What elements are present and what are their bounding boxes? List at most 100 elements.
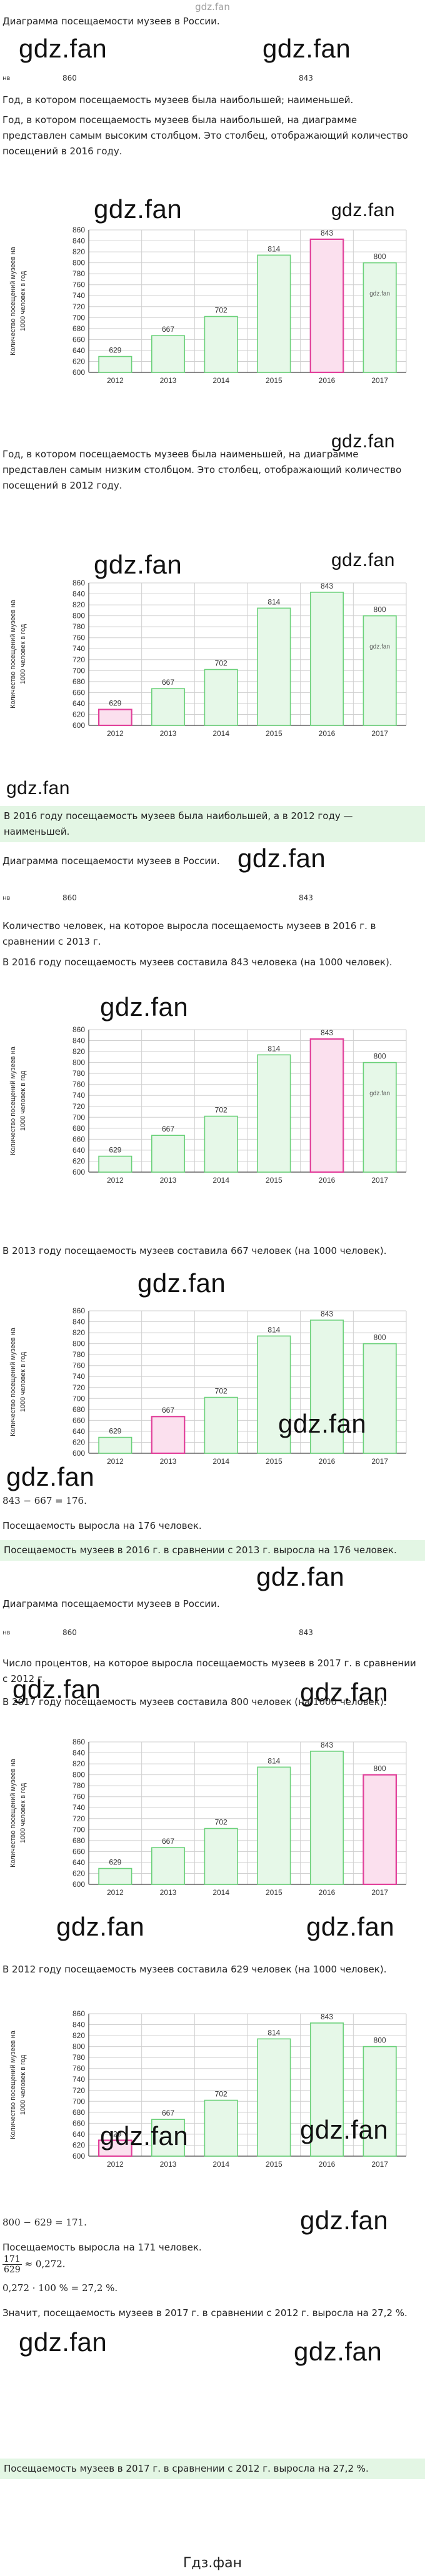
ruler-prefix: нв xyxy=(2,895,11,902)
y-tick-label: 700 xyxy=(72,1394,85,1403)
y-tick-label: 860 xyxy=(72,1025,85,1034)
bar-value-label: 667 xyxy=(162,325,174,334)
y-axis-label: Количество посещений музеев на 1000 челов… xyxy=(9,1046,27,1155)
bar xyxy=(204,669,238,726)
y-tick-label: 860 xyxy=(72,1306,85,1315)
y-axis-label: Количество посещений музеев на 1000 челов… xyxy=(9,246,27,356)
bar xyxy=(151,1135,186,1173)
y-tick-label: 720 xyxy=(72,1814,85,1823)
bar-value-label: 814 xyxy=(268,597,280,606)
y-tick-label: 780 xyxy=(72,2053,85,2062)
y-tick-label: 760 xyxy=(72,634,85,642)
bar-value-label: 843 xyxy=(321,1741,333,1749)
bar xyxy=(309,238,344,374)
bar xyxy=(98,2139,132,2157)
y-tick-label: 660 xyxy=(72,1135,85,1143)
bar-value-label: 667 xyxy=(162,1837,174,1846)
bar-value-label: 629 xyxy=(109,346,121,355)
watermark: gdz.fan xyxy=(300,2115,389,2144)
paragraph: В 2017 году посещаемость музеев составил… xyxy=(2,1696,387,1708)
y-tick-label: 680 xyxy=(72,677,85,686)
x-tick-label: 2017 xyxy=(371,376,388,385)
y-tick-label: 840 xyxy=(72,2021,85,2029)
fraction-numerator: 171 xyxy=(2,2254,22,2265)
bar-value-label: 629 xyxy=(109,699,121,708)
bar xyxy=(151,335,186,373)
x-tick-label: 2015 xyxy=(266,2160,282,2169)
y-tick-label: 820 xyxy=(72,600,85,609)
calculation: 800 − 629 = 171. xyxy=(2,2217,87,2228)
x-tick-label: 2013 xyxy=(160,729,177,738)
bar xyxy=(151,1847,186,1885)
bar xyxy=(204,1115,238,1173)
x-tick-label: 2014 xyxy=(212,729,229,738)
ruler-843: 843 xyxy=(299,893,313,902)
watermark: gdz.fan xyxy=(94,194,182,224)
y-tick-label: 780 xyxy=(72,1781,85,1790)
section-title: Диаграмма посещаемости музеев в России. xyxy=(2,1598,220,1609)
site-link[interactable]: gdz.fan xyxy=(195,1,230,12)
y-tick-label: 800 xyxy=(72,1058,85,1067)
paragraph: Количество человек, на которое выросла п… xyxy=(2,920,376,947)
y-tick-label: 700 xyxy=(72,666,85,675)
bar xyxy=(98,709,132,727)
x-tick-label: 2013 xyxy=(160,1888,177,1897)
bar xyxy=(257,607,291,726)
bar xyxy=(98,1867,132,1885)
y-tick-label: 800 xyxy=(72,1771,85,1779)
section-title: Диаграмма посещаемости музеев в России. xyxy=(2,16,220,27)
bar xyxy=(98,1155,132,1173)
bar-value-label: 814 xyxy=(268,1325,280,1334)
watermark: gdz.fan xyxy=(369,644,390,650)
bar-value-label: 800 xyxy=(374,605,386,614)
paragraph: Число процентов, на которое выросла посе… xyxy=(2,1658,416,1684)
y-tick-label: 600 xyxy=(72,2152,85,2161)
fraction-result: ≈ 0,272. xyxy=(24,2258,66,2270)
y-axis-label: Количество посещений музеев на 1000 челов… xyxy=(9,599,27,709)
ruler-860: 860 xyxy=(62,893,77,902)
bar xyxy=(362,1062,397,1173)
bar-chart: Количество посещений музеев на 1000 челов… xyxy=(9,2009,407,2169)
watermark: gdz.fan xyxy=(369,291,390,297)
y-tick-label: 600 xyxy=(72,1449,85,1458)
y-tick-label: 860 xyxy=(72,2009,85,2018)
bar-value-label: 800 xyxy=(374,1333,386,1342)
bar-value-label: 800 xyxy=(374,1052,386,1061)
x-tick-label: 2012 xyxy=(107,729,124,738)
x-tick-label: 2016 xyxy=(319,1176,336,1185)
ruler-860: 860 xyxy=(62,1628,77,1637)
y-tick-label: 760 xyxy=(72,281,85,289)
y-tick-label: 840 xyxy=(72,1318,85,1326)
x-tick-label: 2015 xyxy=(266,1176,282,1185)
y-tick-label: 800 xyxy=(72,612,85,620)
bar xyxy=(151,1416,186,1455)
y-tick-label: 820 xyxy=(72,1047,85,1056)
y-tick-label: 620 xyxy=(72,2141,85,2149)
watermark: gdz.fan xyxy=(278,1409,367,1438)
bar-chart: Количество посещений музеев на 1000 челов… xyxy=(9,1306,407,1466)
bar-value-label: 702 xyxy=(215,1818,228,1827)
y-tick-label: 740 xyxy=(72,2075,85,2084)
y-tick-label: 720 xyxy=(72,655,85,664)
fraction-calculation: 171 629 ≈ 0,272. xyxy=(2,2254,420,2275)
x-tick-label: 2016 xyxy=(319,729,336,738)
y-axis-label: Количество посещений музеев на 1000 челов… xyxy=(9,1758,27,1867)
y-tick-label: 660 xyxy=(72,2119,85,2127)
x-tick-label: 2013 xyxy=(160,1176,177,1185)
y-tick-label: 860 xyxy=(72,1738,85,1746)
bar-value-label: 702 xyxy=(215,1387,228,1396)
y-tick-label: 800 xyxy=(72,1340,85,1348)
x-tick-label: 2014 xyxy=(212,2160,229,2169)
x-tick-label: 2017 xyxy=(371,1888,388,1897)
bar xyxy=(309,592,344,726)
paragraph: Год, в котором посещаемость музеев была … xyxy=(2,94,354,106)
y-tick-label: 680 xyxy=(72,1124,85,1133)
bar xyxy=(98,356,132,373)
bar xyxy=(98,1436,132,1454)
paragraph: Значит, посещаемость музеев в 2017 г. в … xyxy=(2,2307,408,2319)
bar xyxy=(257,254,291,373)
bar-value-label: 814 xyxy=(268,1044,280,1053)
y-tick-label: 720 xyxy=(72,1383,85,1392)
watermark: gdz.fan xyxy=(300,1678,389,1707)
y-tick-label: 760 xyxy=(72,1080,85,1089)
